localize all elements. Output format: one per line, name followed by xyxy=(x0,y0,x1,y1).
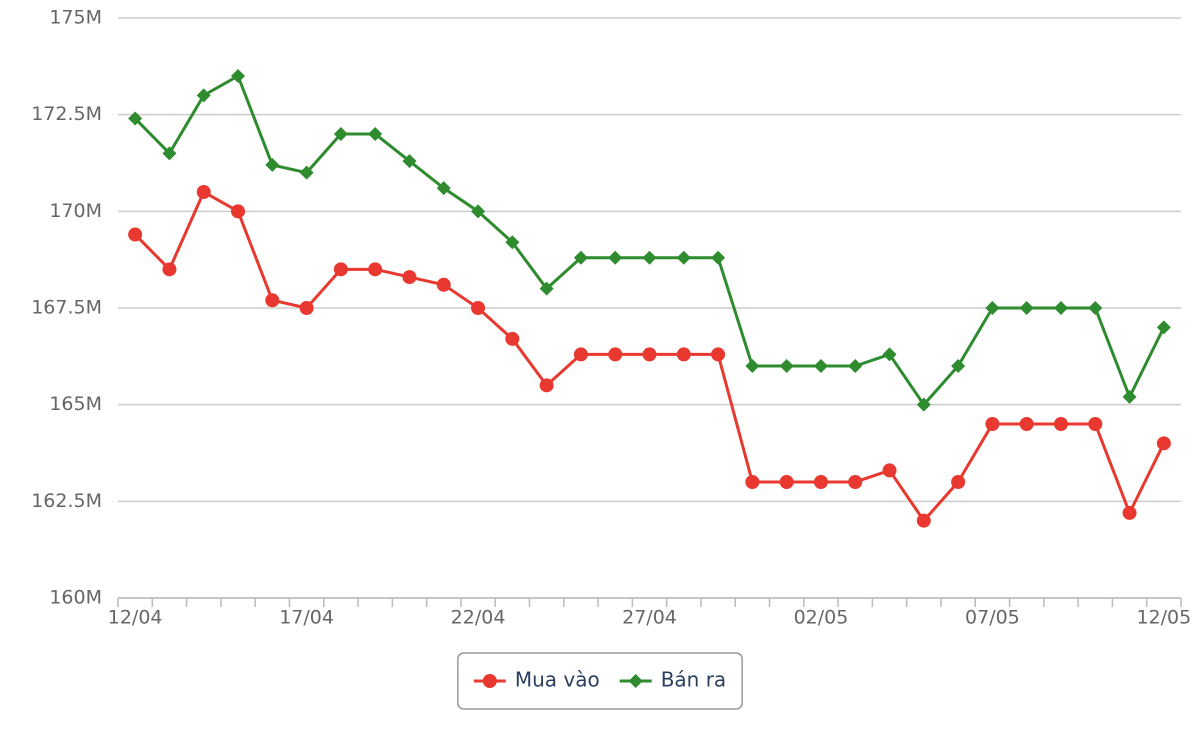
point xyxy=(402,154,417,169)
point xyxy=(162,146,177,161)
point xyxy=(196,185,211,199)
x-tick-label: 17/04 xyxy=(279,607,334,629)
point xyxy=(711,250,726,265)
point xyxy=(1088,301,1103,315)
point xyxy=(505,235,520,250)
point xyxy=(882,347,897,362)
point xyxy=(779,359,794,373)
point xyxy=(436,181,451,196)
point xyxy=(985,417,1000,431)
point xyxy=(779,475,794,489)
point xyxy=(1122,389,1137,404)
point xyxy=(985,301,1000,315)
point xyxy=(1156,320,1171,335)
point xyxy=(333,262,348,277)
y-tick-label: 162.5M xyxy=(31,490,102,512)
point xyxy=(676,250,691,265)
point xyxy=(471,301,486,315)
point xyxy=(951,475,966,489)
y-tick-label: 175M xyxy=(49,7,102,29)
point xyxy=(608,347,623,362)
point xyxy=(231,69,246,83)
x-tick-label: 27/04 xyxy=(622,607,677,629)
point xyxy=(299,301,314,315)
legend-marker xyxy=(482,674,497,688)
point xyxy=(1156,436,1171,451)
x-tick-label: 22/04 xyxy=(451,607,506,629)
point xyxy=(813,359,828,373)
point xyxy=(368,127,383,141)
point xyxy=(368,262,383,277)
y-tick-label: 170M xyxy=(49,200,102,222)
point xyxy=(299,165,314,180)
point xyxy=(231,204,246,219)
point xyxy=(676,347,691,362)
point xyxy=(402,270,417,285)
point xyxy=(1088,417,1103,431)
point xyxy=(1053,417,1068,431)
point xyxy=(882,463,897,478)
grid xyxy=(118,17,1181,599)
point xyxy=(573,347,588,362)
point xyxy=(265,293,280,308)
point xyxy=(265,157,280,172)
point xyxy=(813,475,828,489)
legend: Mua vào Bán ra xyxy=(457,652,743,710)
point xyxy=(539,281,554,296)
axis: 160M 162.5M 165M 167.5M 170M 172.5M 175M 12/04 1… xyxy=(31,7,1191,629)
point xyxy=(573,250,588,265)
point xyxy=(539,378,554,393)
point xyxy=(128,227,143,242)
legend-label[interactable]: Bán ra xyxy=(661,668,727,692)
y-tick-label: 172.5M xyxy=(31,103,102,125)
point xyxy=(1019,301,1034,315)
point xyxy=(745,359,760,373)
point xyxy=(951,359,966,373)
x-tick-label: 12/04 xyxy=(108,607,163,629)
point xyxy=(196,88,211,103)
legend-label[interactable]: Mua vào xyxy=(515,668,600,692)
point xyxy=(436,277,451,292)
point xyxy=(1122,505,1137,520)
point xyxy=(642,347,657,362)
point xyxy=(333,127,348,141)
x-tick-label: 07/05 xyxy=(965,607,1020,629)
point xyxy=(505,331,520,346)
point xyxy=(916,397,931,412)
point xyxy=(471,204,486,219)
point xyxy=(128,111,143,126)
point xyxy=(848,475,863,489)
point xyxy=(745,475,760,489)
x-tick-label: 12/05 xyxy=(1136,607,1191,629)
legend-box xyxy=(457,652,743,710)
point xyxy=(162,262,177,277)
y-tick-label: 160M xyxy=(49,587,102,609)
y-tick-label: 167.5M xyxy=(31,297,102,319)
point xyxy=(848,359,863,373)
legend-marker xyxy=(628,674,643,688)
point xyxy=(1053,301,1068,315)
point xyxy=(642,250,657,265)
point xyxy=(711,347,726,362)
point xyxy=(608,250,623,265)
x-tick-label: 02/05 xyxy=(794,607,849,629)
y-tick-label: 165M xyxy=(49,393,102,415)
plot xyxy=(128,69,1171,528)
point xyxy=(916,513,931,528)
point xyxy=(1019,417,1034,431)
